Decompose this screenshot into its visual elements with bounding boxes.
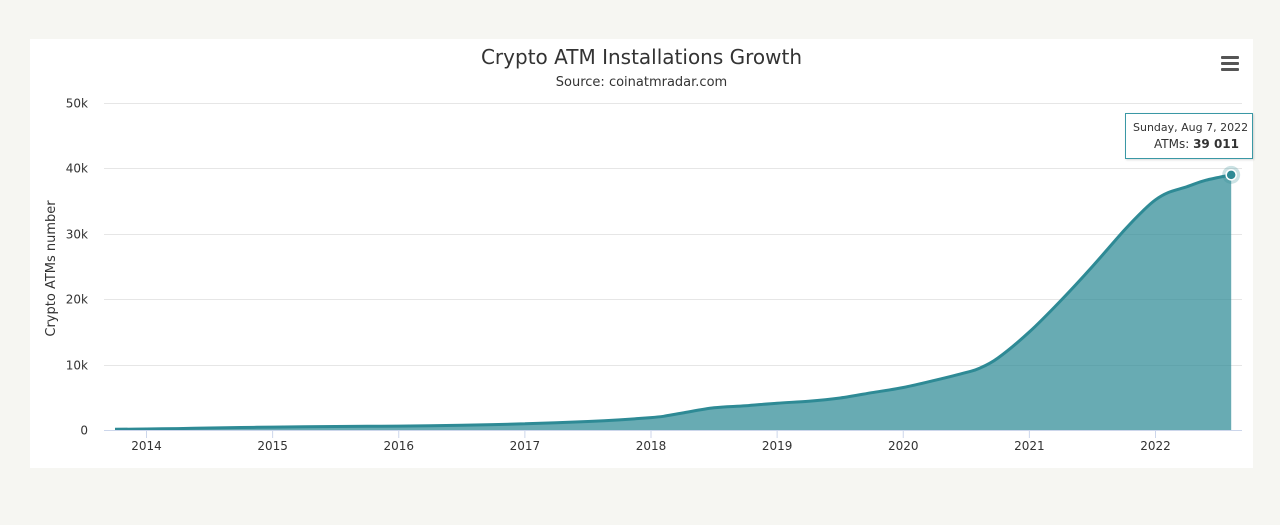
y-tick-label: 0 bbox=[80, 424, 88, 438]
tooltip-date: Sunday, Aug 7, 2022 bbox=[1133, 121, 1249, 134]
y-axis-ticks: 0 10k 20k 30k 40k 50k bbox=[66, 97, 88, 438]
y-tick-label: 50k bbox=[66, 97, 88, 111]
tooltip-series-label: ATMs: bbox=[1153, 137, 1194, 151]
hamburger-menu-icon[interactable] bbox=[1216, 53, 1244, 77]
x-tick-label: 2018 bbox=[636, 439, 667, 453]
y-tick-label: 20k bbox=[66, 293, 88, 307]
chart-container: 0 10k 20k 30k 40k 50k 2014 2015 2016 2017 2018 201… bbox=[30, 39, 1253, 468]
x-tick-label: 2020 bbox=[888, 439, 919, 453]
x-tick-label: 2016 bbox=[383, 439, 414, 453]
series-area-fill bbox=[115, 174, 1232, 430]
series-line bbox=[114, 173, 1232, 431]
y-tick-label: 30k bbox=[66, 228, 88, 242]
x-axis-ticks: 2014 2015 2016 2017 2018 2019 2020 2021 2022 bbox=[131, 430, 1171, 453]
x-tick-label: 2015 bbox=[257, 439, 288, 453]
tooltip-value-row: ATMs: 39 011 bbox=[1154, 137, 1239, 151]
y-tick-label: 40k bbox=[66, 162, 88, 176]
chart-subtitle: Source: coinatmradar.com bbox=[555, 75, 728, 90]
y-tick-label: 10k bbox=[66, 359, 88, 373]
chart-title: Crypto ATM Installations Growth bbox=[480, 45, 803, 69]
x-tick-label: 2022 bbox=[1140, 439, 1171, 453]
tooltip: Sunday, Aug 7, 2022 ATMs: 39 011 bbox=[1125, 113, 1253, 159]
highlighted-point[interactable] bbox=[1225, 169, 1237, 181]
x-tick-label: 2014 bbox=[131, 439, 162, 453]
x-tick-label: 2017 bbox=[510, 439, 541, 453]
x-tick-label: 2019 bbox=[762, 439, 793, 453]
y-axis-label: Crypto ATMs number bbox=[44, 200, 59, 337]
tooltip-value: 39 011 bbox=[1193, 137, 1239, 151]
x-tick-label: 2021 bbox=[1014, 439, 1045, 453]
